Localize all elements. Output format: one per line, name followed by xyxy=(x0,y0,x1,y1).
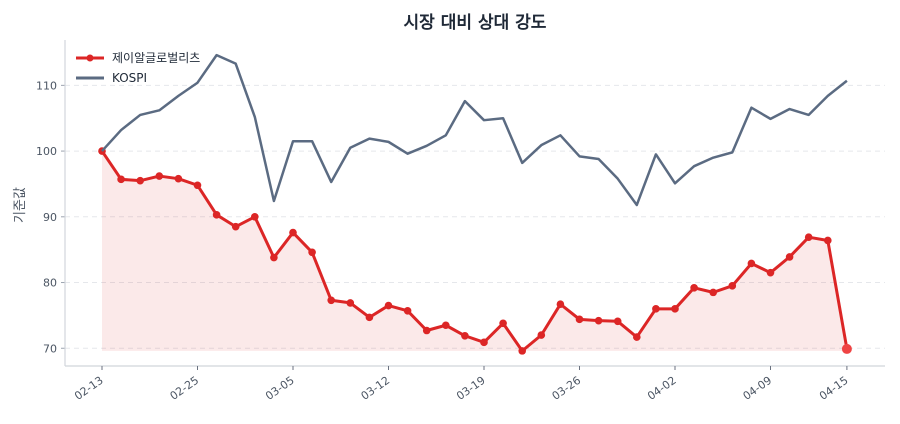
data-point xyxy=(327,296,336,305)
data-point xyxy=(728,282,737,290)
data-point xyxy=(403,306,412,315)
data-point xyxy=(308,248,316,257)
data-point xyxy=(556,300,565,309)
data-point xyxy=(346,299,355,307)
x-tick-label: 04-09 xyxy=(741,374,775,403)
y-tick-label: 70 xyxy=(43,342,57,355)
y-tick-label: 90 xyxy=(43,211,57,224)
legend-label-series-0: 제이알글로벌리츠 xyxy=(112,51,200,65)
data-point xyxy=(384,301,393,310)
data-point xyxy=(709,288,717,297)
data-point xyxy=(422,326,431,335)
data-point xyxy=(518,347,526,355)
data-point xyxy=(231,222,240,231)
data-point xyxy=(747,259,756,268)
data-point xyxy=(289,228,297,237)
data-point xyxy=(251,213,259,221)
data-point xyxy=(537,331,546,339)
x-tick-label: 02-13 xyxy=(72,374,106,403)
data-point xyxy=(785,253,794,261)
y-tick-label: 110 xyxy=(36,79,57,92)
data-point xyxy=(766,268,775,277)
data-point xyxy=(193,181,202,190)
data-point xyxy=(633,333,641,341)
legend: 제이알글로벌리츠 KOSPI xyxy=(76,51,200,85)
data-point xyxy=(155,172,164,180)
data-point xyxy=(499,319,507,328)
data-point xyxy=(212,211,221,219)
x-tick-label: 03-12 xyxy=(359,374,393,403)
x-tick-label: 03-26 xyxy=(550,374,584,403)
data-point xyxy=(652,305,660,313)
data-point xyxy=(690,283,698,292)
y-tick-label: 100 xyxy=(36,145,57,158)
data-point xyxy=(824,236,832,245)
data-point xyxy=(136,176,144,185)
x-tick-label: 03-19 xyxy=(454,374,488,403)
series-fill-0 xyxy=(102,151,847,351)
data-point xyxy=(365,313,374,322)
y-axis-label: 기준값 xyxy=(13,187,28,223)
y-tick-label: 80 xyxy=(43,277,57,290)
data-point xyxy=(480,338,488,347)
chart-title: 시장 대비 상대 강도 xyxy=(404,13,547,33)
data-point xyxy=(442,321,450,330)
x-tick-label: 04-15 xyxy=(817,374,851,403)
data-point xyxy=(613,317,622,326)
series-line-1 xyxy=(101,53,848,207)
x-tick-label: 04-02 xyxy=(645,374,679,403)
legend-marker-series-0 xyxy=(86,54,94,62)
data-point xyxy=(671,305,679,313)
legend-label-series-1: KOSPI xyxy=(112,71,147,85)
data-point xyxy=(461,331,469,340)
data-point xyxy=(575,315,584,324)
series-line-0 xyxy=(100,150,849,353)
x-tick-label: 03-05 xyxy=(263,374,297,403)
data-point xyxy=(270,253,278,262)
data-point xyxy=(174,174,183,183)
x-tick-label: 02-25 xyxy=(168,374,202,403)
data-point xyxy=(117,175,125,184)
data-point xyxy=(841,343,852,354)
data-point xyxy=(594,316,603,325)
data-point xyxy=(804,233,813,241)
